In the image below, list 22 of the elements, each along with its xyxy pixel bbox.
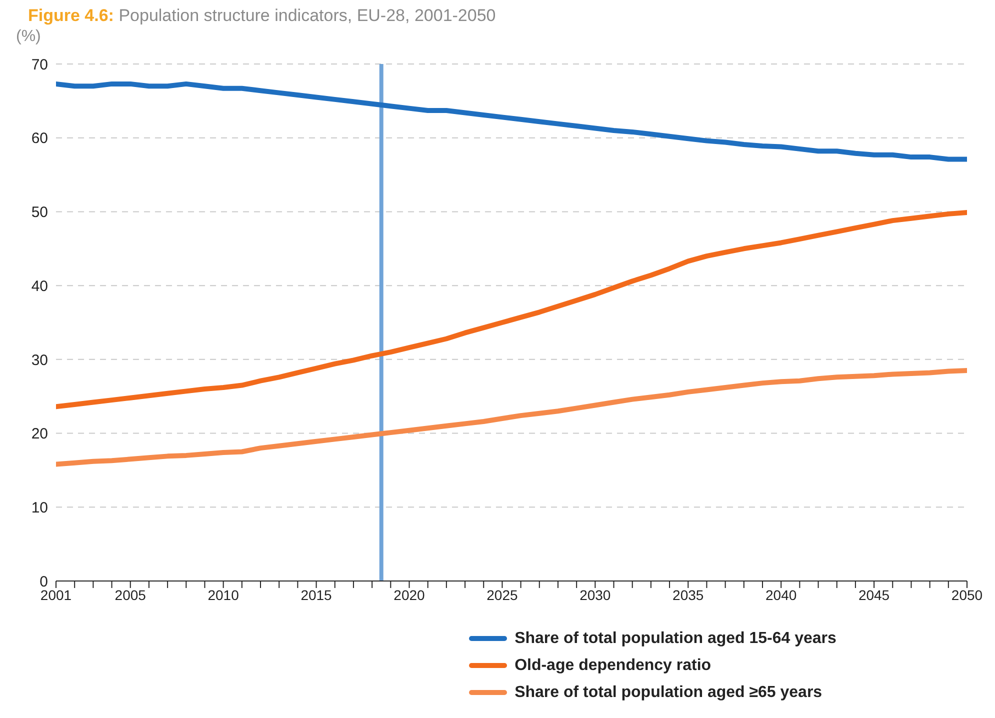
x-tick-label: 2030 <box>580 586 611 603</box>
legend-label: Share of total population aged 15-64 years <box>514 628 836 648</box>
x-tick-label: 2035 <box>672 586 704 603</box>
y-tick-label: 40 <box>31 278 48 295</box>
y-axis-title: (%) <box>16 28 42 46</box>
legend-label: Share of total population aged ≥65 years <box>514 682 824 702</box>
x-tick-label: 2010 <box>208 586 240 603</box>
x-tick-label: 2020 <box>394 586 426 603</box>
y-tick-label: 10 <box>31 499 48 516</box>
x-tick-label: 2045 <box>858 586 890 603</box>
x-tick-label: 2040 <box>766 586 797 603</box>
x-tick-label: 2050 <box>951 586 983 603</box>
chart-title: Figure 4.6: Population structure indicators, EU-28, 2001-2050 <box>28 6 497 26</box>
y-tick-label: 50 <box>31 204 48 222</box>
y-tick-label: 70 <box>31 56 48 74</box>
x-tick-label: 2025 <box>486 586 518 603</box>
y-tick-label: 20 <box>31 426 48 443</box>
x-tick-label: 2005 <box>114 586 146 603</box>
y-tick-label: 30 <box>31 352 48 369</box>
x-tick-label: 2015 <box>300 586 332 603</box>
legend-label: Old-age dependency ratio <box>514 656 712 676</box>
y-tick-label: 60 <box>31 130 48 148</box>
